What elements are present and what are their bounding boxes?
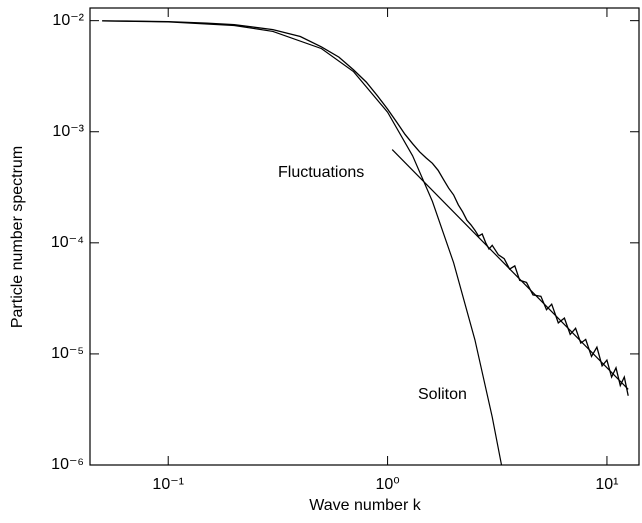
y-tick-label: 10⁻⁵ bbox=[51, 345, 84, 362]
x-tick-label: 10⁰ bbox=[375, 476, 399, 493]
y-axis-label: Particle number spectrum bbox=[9, 146, 26, 328]
series-line bbox=[391, 149, 629, 390]
plot-area bbox=[102, 20, 629, 465]
x-axis-label: Wave number k bbox=[309, 497, 421, 514]
plot-frame bbox=[89, 7, 640, 466]
series-annotation: Fluctuations bbox=[278, 164, 364, 181]
x-tick-label: 10¹ bbox=[595, 476, 618, 493]
y-tick-label: 10⁻⁶ bbox=[51, 456, 84, 473]
y-tick-label: 10⁻³ bbox=[52, 123, 84, 140]
x-tick-label: 10⁻¹ bbox=[152, 476, 184, 493]
y-tick-label: 10⁻⁴ bbox=[51, 234, 84, 251]
series-line bbox=[102, 20, 503, 465]
series-annotation: Soliton bbox=[418, 386, 467, 403]
y-tick-label: 10⁻² bbox=[52, 12, 84, 29]
series-line bbox=[102, 20, 629, 396]
